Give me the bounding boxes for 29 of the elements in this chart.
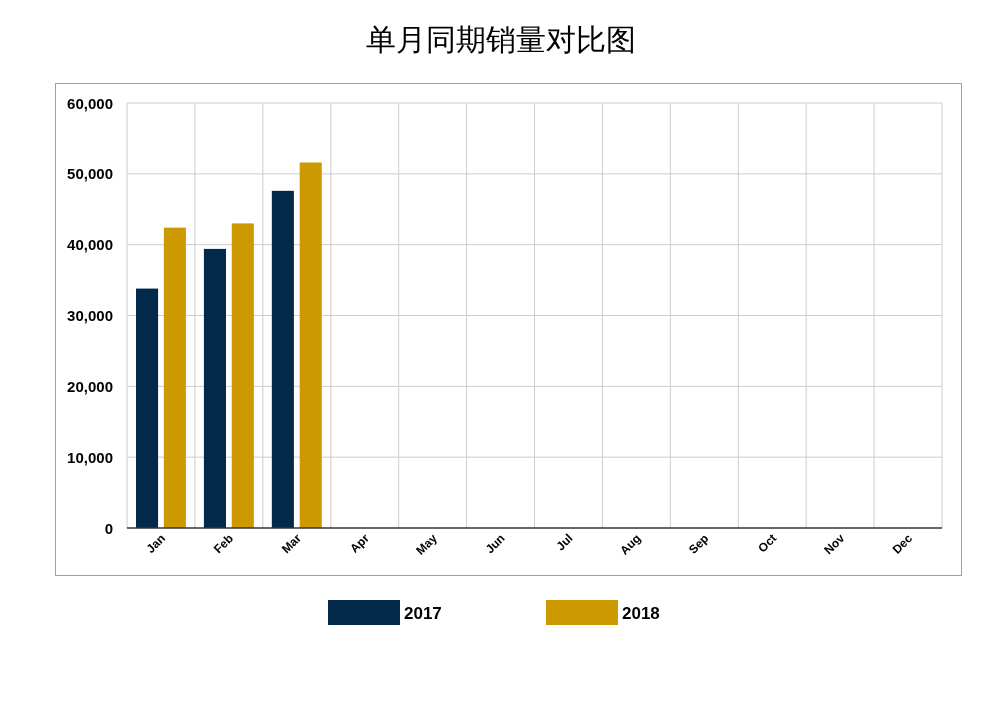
legend-label: 2017: [404, 604, 442, 623]
bar: [136, 288, 159, 528]
x-tick-label: Aug: [617, 531, 644, 558]
x-tick-label: Jan: [143, 531, 169, 556]
y-tick-label: 40,000: [67, 236, 113, 254]
legend-label: 2018: [622, 604, 660, 623]
y-tick-label: 60,000: [67, 94, 113, 112]
x-tick-label: Mar: [278, 530, 305, 557]
y-tick-label: 50,000: [67, 165, 113, 183]
bar: [271, 190, 294, 528]
x-tick-label: Dec: [889, 530, 916, 557]
y-tick-label: 10,000: [67, 448, 113, 466]
x-tick-label: Jul: [553, 531, 576, 554]
bar: [163, 227, 186, 528]
bar: [203, 248, 226, 528]
x-tick-label: Oct: [755, 531, 780, 556]
legend-item: 2018: [546, 600, 660, 625]
y-tick-label: 30,000: [67, 307, 113, 324]
x-tick-label: Jun: [482, 531, 508, 557]
legend-item: 2017: [328, 600, 442, 625]
x-tick-label: Sep: [685, 531, 712, 557]
x-tick-label: Apr: [347, 530, 373, 556]
y-tick-label: 20,000: [67, 377, 113, 395]
bar: [231, 223, 254, 528]
bar: [299, 162, 322, 528]
x-tick-label: Feb: [211, 531, 236, 557]
chart-title: 单月同期销量对比图: [365, 23, 636, 56]
y-tick-label: 0: [104, 519, 113, 537]
x-tick-label: May: [413, 530, 440, 558]
